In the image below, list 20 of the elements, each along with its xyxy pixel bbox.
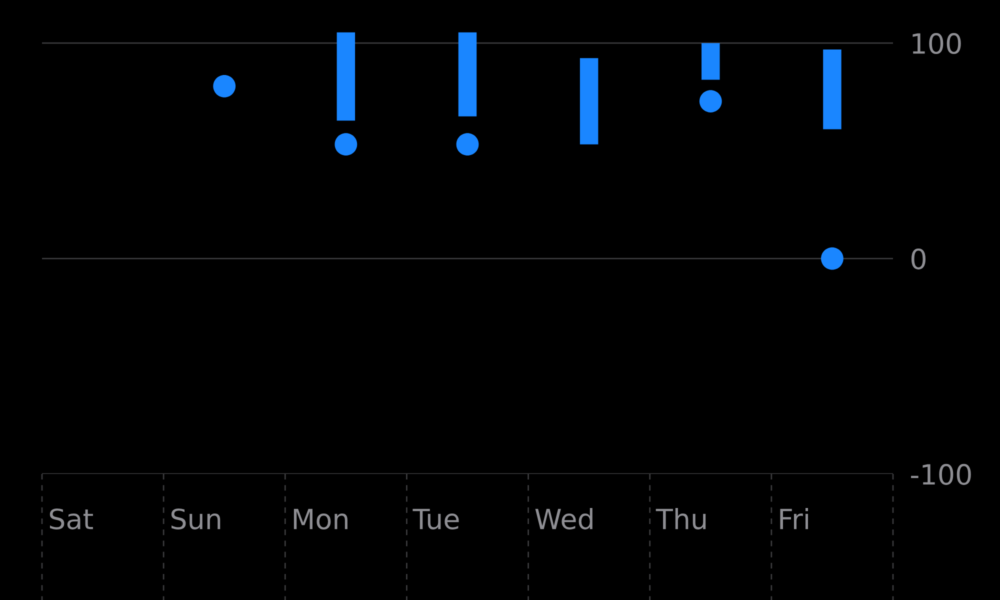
point — [456, 133, 479, 156]
x-tick-label: Wed — [535, 508, 592, 530]
x-tick-label: Sat — [50, 508, 93, 530]
x-tick-label: Fri — [780, 508, 808, 530]
x-tick-label: Sun — [171, 508, 220, 530]
point — [334, 133, 358, 156]
bar — [823, 50, 842, 130]
y-tick-label: -100 — [911, 464, 971, 485]
y-tick-label: 100 — [912, 33, 961, 54]
point — [821, 247, 844, 270]
y-tick-label: 0 — [912, 248, 926, 270]
bar — [702, 43, 720, 80]
bar — [580, 58, 598, 144]
x-tick-label: Mon — [294, 508, 348, 530]
point — [213, 74, 236, 98]
x-tick-label: Tue — [412, 508, 459, 530]
x-tick-label: Thu — [656, 508, 706, 530]
bar — [458, 32, 477, 116]
bar — [336, 32, 356, 121]
point — [699, 90, 722, 112]
